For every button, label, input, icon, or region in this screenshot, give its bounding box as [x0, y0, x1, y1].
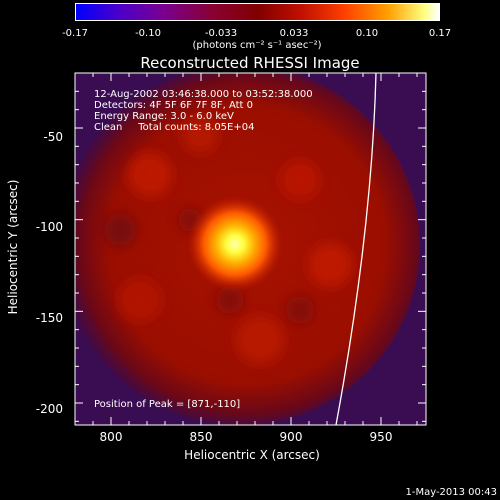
- y-tick-label: -50: [43, 130, 63, 144]
- annotation-clean: Clean Total counts: 8.05E+04: [94, 122, 255, 133]
- annotation-time: 12-Aug-2002 03:46:38.000 to 03:52:38.000: [94, 89, 313, 100]
- annotation-peak: Position of Peak = [871,-110]: [94, 399, 241, 410]
- plot-frame: [74, 72, 427, 426]
- colorbar: [75, 3, 440, 21]
- colorbar-tick: 0.17: [428, 28, 452, 39]
- y-tick-label: -200: [35, 402, 63, 416]
- colorbar-tick: 0.10: [355, 28, 379, 39]
- emission-texture: [104, 117, 352, 364]
- x-tick-label: 900: [279, 430, 303, 444]
- timestamp-footer: 1-May-2013 00:43: [405, 487, 497, 498]
- peak-source: [187, 196, 283, 292]
- chart-title: Reconstructed RHESSI Image: [140, 54, 360, 72]
- x-axis-label: Heliocentric X (arcsec): [184, 448, 320, 462]
- solar-limb: [335, 73, 377, 425]
- colorbar-tick: -0.033: [204, 28, 238, 39]
- x-tick-label: 800: [99, 430, 123, 444]
- colorbar-tick: -0.10: [135, 28, 161, 39]
- x-tick-label: 850: [189, 430, 213, 444]
- y-axis-label: Heliocentric Y (arcsec): [6, 179, 20, 315]
- annotation-detectors: Detectors: 4F 5F 6F 7F 8F, Att 0: [94, 100, 254, 111]
- x-tick-label: 950: [369, 430, 393, 444]
- y-tick-label: -150: [35, 311, 63, 325]
- colorbar-unit-label: (photons cm⁻² s⁻¹ asec⁻²): [192, 40, 322, 51]
- colorbar-tick: 0.033: [279, 28, 309, 39]
- y-tick-label: -100: [35, 220, 63, 234]
- annotation-energy: Energy Range: 3.0 - 6.0 keV: [94, 111, 234, 122]
- colorbar-tick: -0.17: [62, 28, 88, 39]
